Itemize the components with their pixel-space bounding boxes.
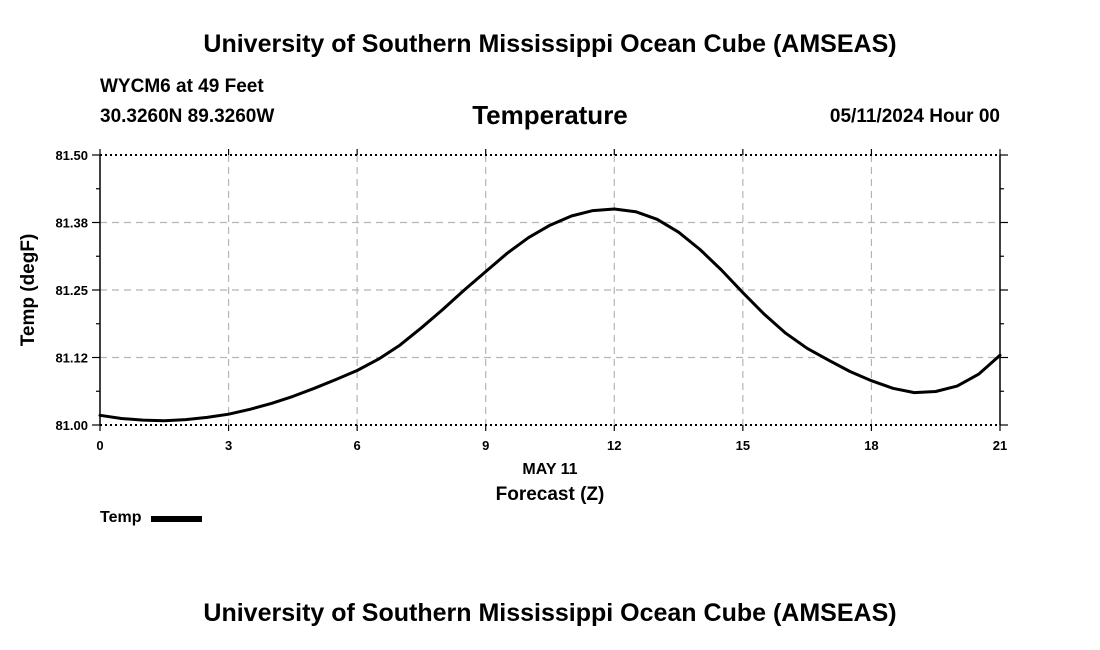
y-axis-label: Temp (degF) bbox=[18, 234, 39, 347]
x-tick-label: 0 bbox=[96, 438, 103, 453]
legend: Temp bbox=[100, 509, 203, 527]
y-tick-label: 81.50 bbox=[55, 148, 88, 163]
legend-line-swatch bbox=[151, 516, 203, 522]
station-label: WYCM6 at 49 Feet bbox=[100, 76, 264, 97]
x-axis-date-label: MAY 11 bbox=[522, 461, 577, 478]
y-tick-label: 81.12 bbox=[55, 351, 88, 366]
x-tick-label: 9 bbox=[482, 438, 489, 453]
x-tick-label: 18 bbox=[864, 438, 878, 453]
y-tick-label: 81.25 bbox=[55, 283, 88, 298]
y-tick-label: 81.38 bbox=[55, 216, 88, 231]
chart-title: Temperature bbox=[472, 100, 628, 130]
forecast-datetime: 05/11/2024 Hour 00 bbox=[829, 106, 1000, 127]
temp-series-line bbox=[98, 207, 1002, 423]
x-tick-label: 6 bbox=[354, 438, 361, 453]
x-axis-label: Forecast (Z) bbox=[496, 484, 605, 505]
legend-label: Temp bbox=[100, 509, 142, 526]
x-tick-label: 15 bbox=[736, 438, 750, 453]
station-coordinates: 30.3260N 89.3260W bbox=[100, 106, 275, 127]
x-tick-label: 12 bbox=[607, 438, 621, 453]
y-tick-label: 81.00 bbox=[55, 418, 88, 433]
x-tick-label: 21 bbox=[993, 438, 1007, 453]
top-title: University of Southern Mississippi Ocean… bbox=[203, 30, 897, 58]
bottom-title: University of Southern Mississippi Ocean… bbox=[203, 599, 897, 627]
x-tick-label: 3 bbox=[225, 438, 232, 453]
